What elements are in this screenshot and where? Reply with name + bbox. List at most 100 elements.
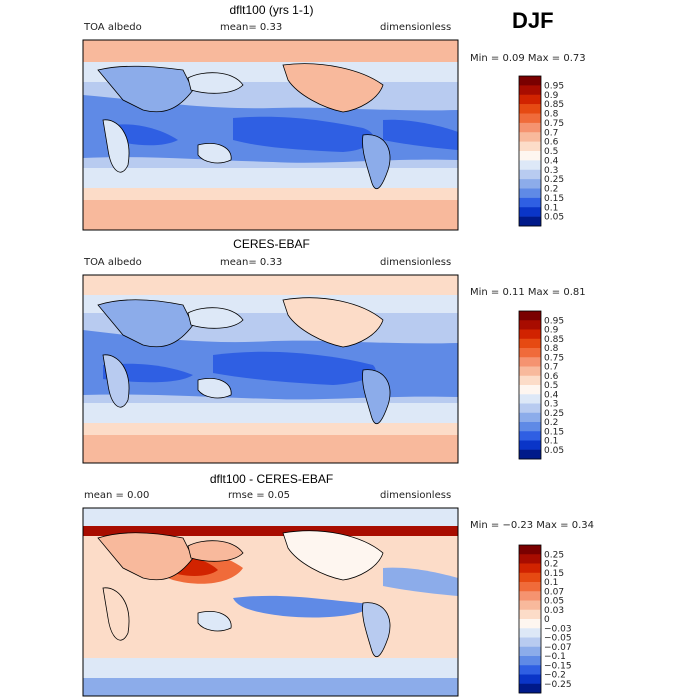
colorbar-tick-label: 0.2 — [544, 418, 558, 428]
colorbar-tick-label: 0.6 — [544, 372, 559, 382]
colorbar-swatch — [519, 449, 541, 460]
colorbar-swatch — [519, 412, 541, 423]
colorbar-swatch — [519, 628, 541, 638]
panel-3-map-frame — [82, 507, 459, 697]
colorbar-tick-label: 0.5 — [544, 147, 558, 157]
colorbar-tick-label: 0.75 — [544, 353, 564, 363]
panel-1-south-storm-band — [83, 168, 458, 188]
panel-2-land — [97, 299, 194, 348]
panel-1-colorbar: 0.950.90.850.80.750.70.60.50.40.30.250.2… — [518, 75, 564, 227]
colorbar-swatch — [519, 674, 541, 685]
colorbar-swatch — [519, 207, 541, 217]
panel-1-indian-deep — [113, 124, 178, 146]
panel-1-land — [282, 63, 384, 113]
colorbar-tick-label: −0.15 — [544, 661, 572, 671]
colorbar-tick-label: 0.1 — [544, 437, 558, 447]
colorbar-swatch — [519, 141, 541, 152]
colorbar-tick-label: 0.05 — [544, 446, 564, 456]
colorbar-tick-label: 0.2 — [544, 560, 558, 570]
panel-1-deep-atlantic — [383, 119, 458, 150]
colorbar-tick-label: 0.05 — [544, 213, 564, 223]
colorbar-tick-label: 0.1 — [544, 203, 558, 213]
colorbar-swatch — [519, 554, 541, 564]
colorbar-swatch — [519, 375, 541, 386]
colorbar-swatch — [519, 179, 541, 189]
panel-2-units: dimensionless — [380, 257, 452, 268]
colorbar-swatch — [519, 591, 541, 601]
colorbar-swatch — [519, 545, 541, 555]
colorbar-frame — [518, 544, 542, 694]
panel-1-land — [187, 72, 244, 94]
colorbar-swatch — [519, 311, 541, 321]
colorbar-swatch — [519, 329, 541, 340]
panel-1-north-band — [83, 40, 458, 62]
colorbar-swatch — [519, 357, 541, 367]
colorbar-tick-label: 0.75 — [544, 119, 564, 129]
colorbar-swatch — [519, 637, 541, 648]
panel-2-deep-pacific — [213, 351, 376, 385]
colorbar-swatch — [519, 85, 541, 96]
panel-2-land — [362, 369, 391, 425]
colorbar-swatch — [519, 132, 541, 142]
colorbar-tick-label: 0.95 — [544, 316, 564, 326]
colorbar-tick-label: −0.1 — [544, 652, 566, 662]
colorbar-tick-label: 0.1 — [544, 578, 558, 588]
panel-3-mean: mean = 0.00 — [84, 490, 150, 501]
panel-3-land — [282, 530, 384, 581]
season-label: DJF — [512, 8, 554, 33]
panel-3-tropical-neg — [233, 595, 373, 618]
panel-2-mean: mean= 0.33 — [220, 257, 283, 268]
colorbar-swatch — [519, 113, 541, 124]
panel-1-land — [197, 143, 232, 164]
colorbar-tick-label: 0.3 — [544, 400, 558, 410]
colorbar-swatch — [519, 665, 541, 675]
colorbar-tick-label: 0.25 — [544, 550, 564, 560]
panel-2-south-polar-band — [83, 435, 458, 463]
colorbar-tick-label: 0.9 — [544, 91, 559, 101]
colorbar-tick-label: 0.95 — [544, 81, 564, 91]
colorbar-swatch — [519, 366, 541, 377]
colorbar-tick-label: 0.15 — [544, 569, 564, 579]
colorbar-frame — [518, 310, 542, 460]
colorbar-swatch — [519, 609, 541, 620]
panel-2-map-frame — [82, 274, 459, 464]
colorbar-tick-label: 0.15 — [544, 194, 564, 204]
panel-2-colorbar: 0.950.90.850.80.750.70.60.50.40.30.250.2… — [518, 310, 564, 460]
panel-3-land — [187, 540, 244, 562]
panel-2-land — [102, 354, 130, 408]
panel-1-variable: TOA albedo — [84, 22, 142, 33]
colorbar-tick-label: −0.05 — [544, 634, 572, 644]
panel-3-land — [102, 587, 130, 641]
colorbar-swatch — [519, 646, 541, 657]
panel-3-min-max: Min = −0.23 Max = 0.34 — [470, 520, 594, 531]
colorbar-tick-label: 0.4 — [544, 156, 559, 166]
panel-1-map-frame — [82, 39, 459, 231]
panel-3-land — [362, 602, 391, 658]
colorbar-tick-label: 0.2 — [544, 185, 558, 195]
colorbar-swatch — [519, 582, 541, 592]
colorbar-swatch — [519, 440, 541, 451]
colorbar-tick-label: 0.25 — [544, 409, 564, 419]
panel-1-title: dflt100 (yrs 1-1) — [229, 3, 314, 17]
panel-2-title: CERES-EBAF — [233, 237, 310, 251]
colorbar-swatch — [519, 104, 541, 114]
colorbar-swatch — [519, 431, 541, 441]
colorbar-swatch — [519, 600, 541, 611]
panel-2-south-storm-band — [83, 403, 458, 423]
colorbar-tick-label: 0.8 — [544, 344, 559, 354]
panel-1-land — [102, 119, 130, 173]
panel-2-land — [282, 297, 384, 348]
colorbar-tick-label: 0.3 — [544, 166, 558, 176]
colorbar-swatch — [519, 338, 541, 349]
panel-1-south-mid-band — [83, 188, 458, 200]
panel-3-units: dimensionless — [380, 490, 452, 501]
colorbar-swatch — [519, 683, 541, 694]
colorbar-tick-label: 0.7 — [544, 128, 558, 138]
panel-3-atlantic-neg — [383, 567, 458, 596]
colorbar-swatch — [519, 656, 541, 666]
panel-1-south-polar-band — [83, 200, 458, 230]
colorbar-swatch — [519, 348, 541, 358]
panel-3-land — [197, 611, 232, 632]
panel-3-map — [82, 507, 459, 697]
colorbar-swatch — [519, 197, 541, 208]
